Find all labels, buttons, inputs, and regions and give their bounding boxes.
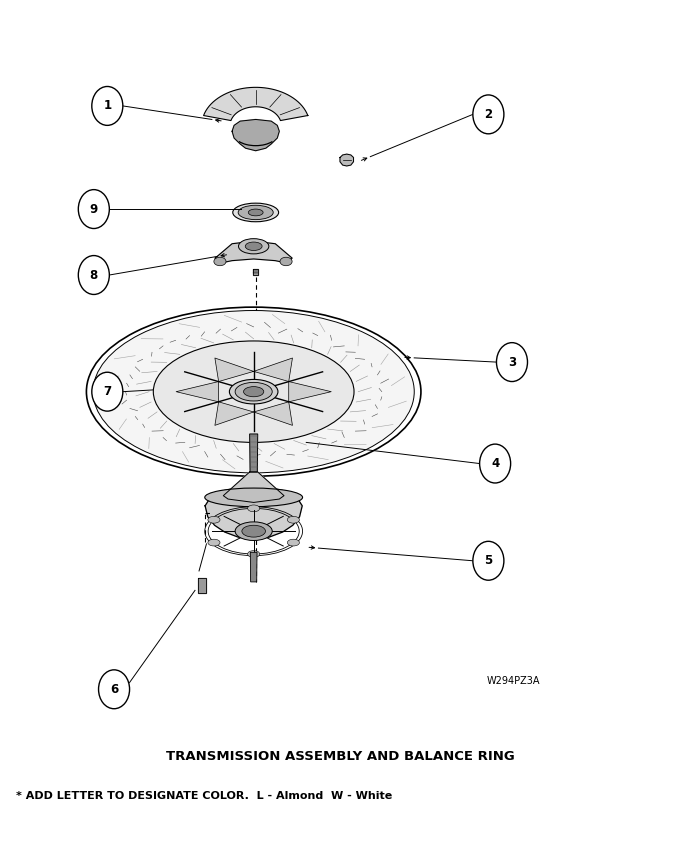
- Ellipse shape: [91, 394, 416, 424]
- Ellipse shape: [248, 551, 260, 557]
- Polygon shape: [340, 154, 354, 166]
- Ellipse shape: [242, 525, 265, 537]
- Polygon shape: [250, 434, 258, 472]
- Polygon shape: [176, 381, 219, 402]
- Polygon shape: [203, 88, 308, 121]
- Ellipse shape: [86, 307, 421, 477]
- Polygon shape: [223, 472, 284, 502]
- Ellipse shape: [214, 257, 226, 266]
- Polygon shape: [289, 381, 331, 402]
- Text: 1: 1: [103, 100, 112, 112]
- Circle shape: [92, 372, 123, 411]
- Text: 4: 4: [491, 457, 499, 470]
- Polygon shape: [205, 488, 302, 539]
- Ellipse shape: [239, 238, 269, 254]
- Text: TRANSMISSION ASSEMBLY AND BALANCE RING: TRANSMISSION ASSEMBLY AND BALANCE RING: [166, 751, 514, 763]
- Text: * ADD LETTER TO DESIGNATE COLOR.  L - Almond  W - White: * ADD LETTER TO DESIGNATE COLOR. L - Alm…: [16, 791, 392, 801]
- Ellipse shape: [153, 341, 354, 443]
- Ellipse shape: [248, 209, 263, 216]
- Ellipse shape: [233, 203, 279, 222]
- Ellipse shape: [288, 540, 299, 546]
- Text: 5: 5: [484, 554, 492, 568]
- Circle shape: [473, 541, 504, 580]
- Circle shape: [99, 670, 130, 709]
- Ellipse shape: [235, 382, 272, 401]
- Ellipse shape: [208, 517, 220, 523]
- Circle shape: [78, 190, 109, 229]
- Ellipse shape: [243, 386, 264, 397]
- Polygon shape: [216, 241, 292, 263]
- Ellipse shape: [248, 505, 260, 511]
- Polygon shape: [215, 402, 254, 426]
- Ellipse shape: [93, 311, 414, 473]
- Ellipse shape: [235, 522, 272, 540]
- Polygon shape: [232, 119, 279, 151]
- Polygon shape: [253, 269, 258, 275]
- Circle shape: [78, 255, 109, 294]
- Text: 3: 3: [508, 356, 516, 368]
- Circle shape: [92, 87, 123, 125]
- Ellipse shape: [238, 205, 273, 220]
- Circle shape: [473, 95, 504, 134]
- Ellipse shape: [288, 517, 299, 523]
- Polygon shape: [215, 358, 254, 381]
- Text: 6: 6: [110, 683, 118, 696]
- Ellipse shape: [208, 540, 220, 546]
- Text: 8: 8: [90, 269, 98, 282]
- Ellipse shape: [205, 488, 303, 506]
- Text: 9: 9: [90, 203, 98, 215]
- Text: W294PZ3A: W294PZ3A: [487, 676, 541, 686]
- Polygon shape: [250, 552, 257, 582]
- Ellipse shape: [280, 257, 292, 266]
- Polygon shape: [254, 402, 292, 426]
- Polygon shape: [198, 578, 206, 593]
- Text: 2: 2: [484, 108, 492, 121]
- Ellipse shape: [229, 380, 278, 404]
- Polygon shape: [254, 358, 292, 381]
- Circle shape: [479, 444, 511, 483]
- Ellipse shape: [245, 242, 262, 250]
- Text: 7: 7: [103, 386, 112, 398]
- Circle shape: [496, 343, 528, 381]
